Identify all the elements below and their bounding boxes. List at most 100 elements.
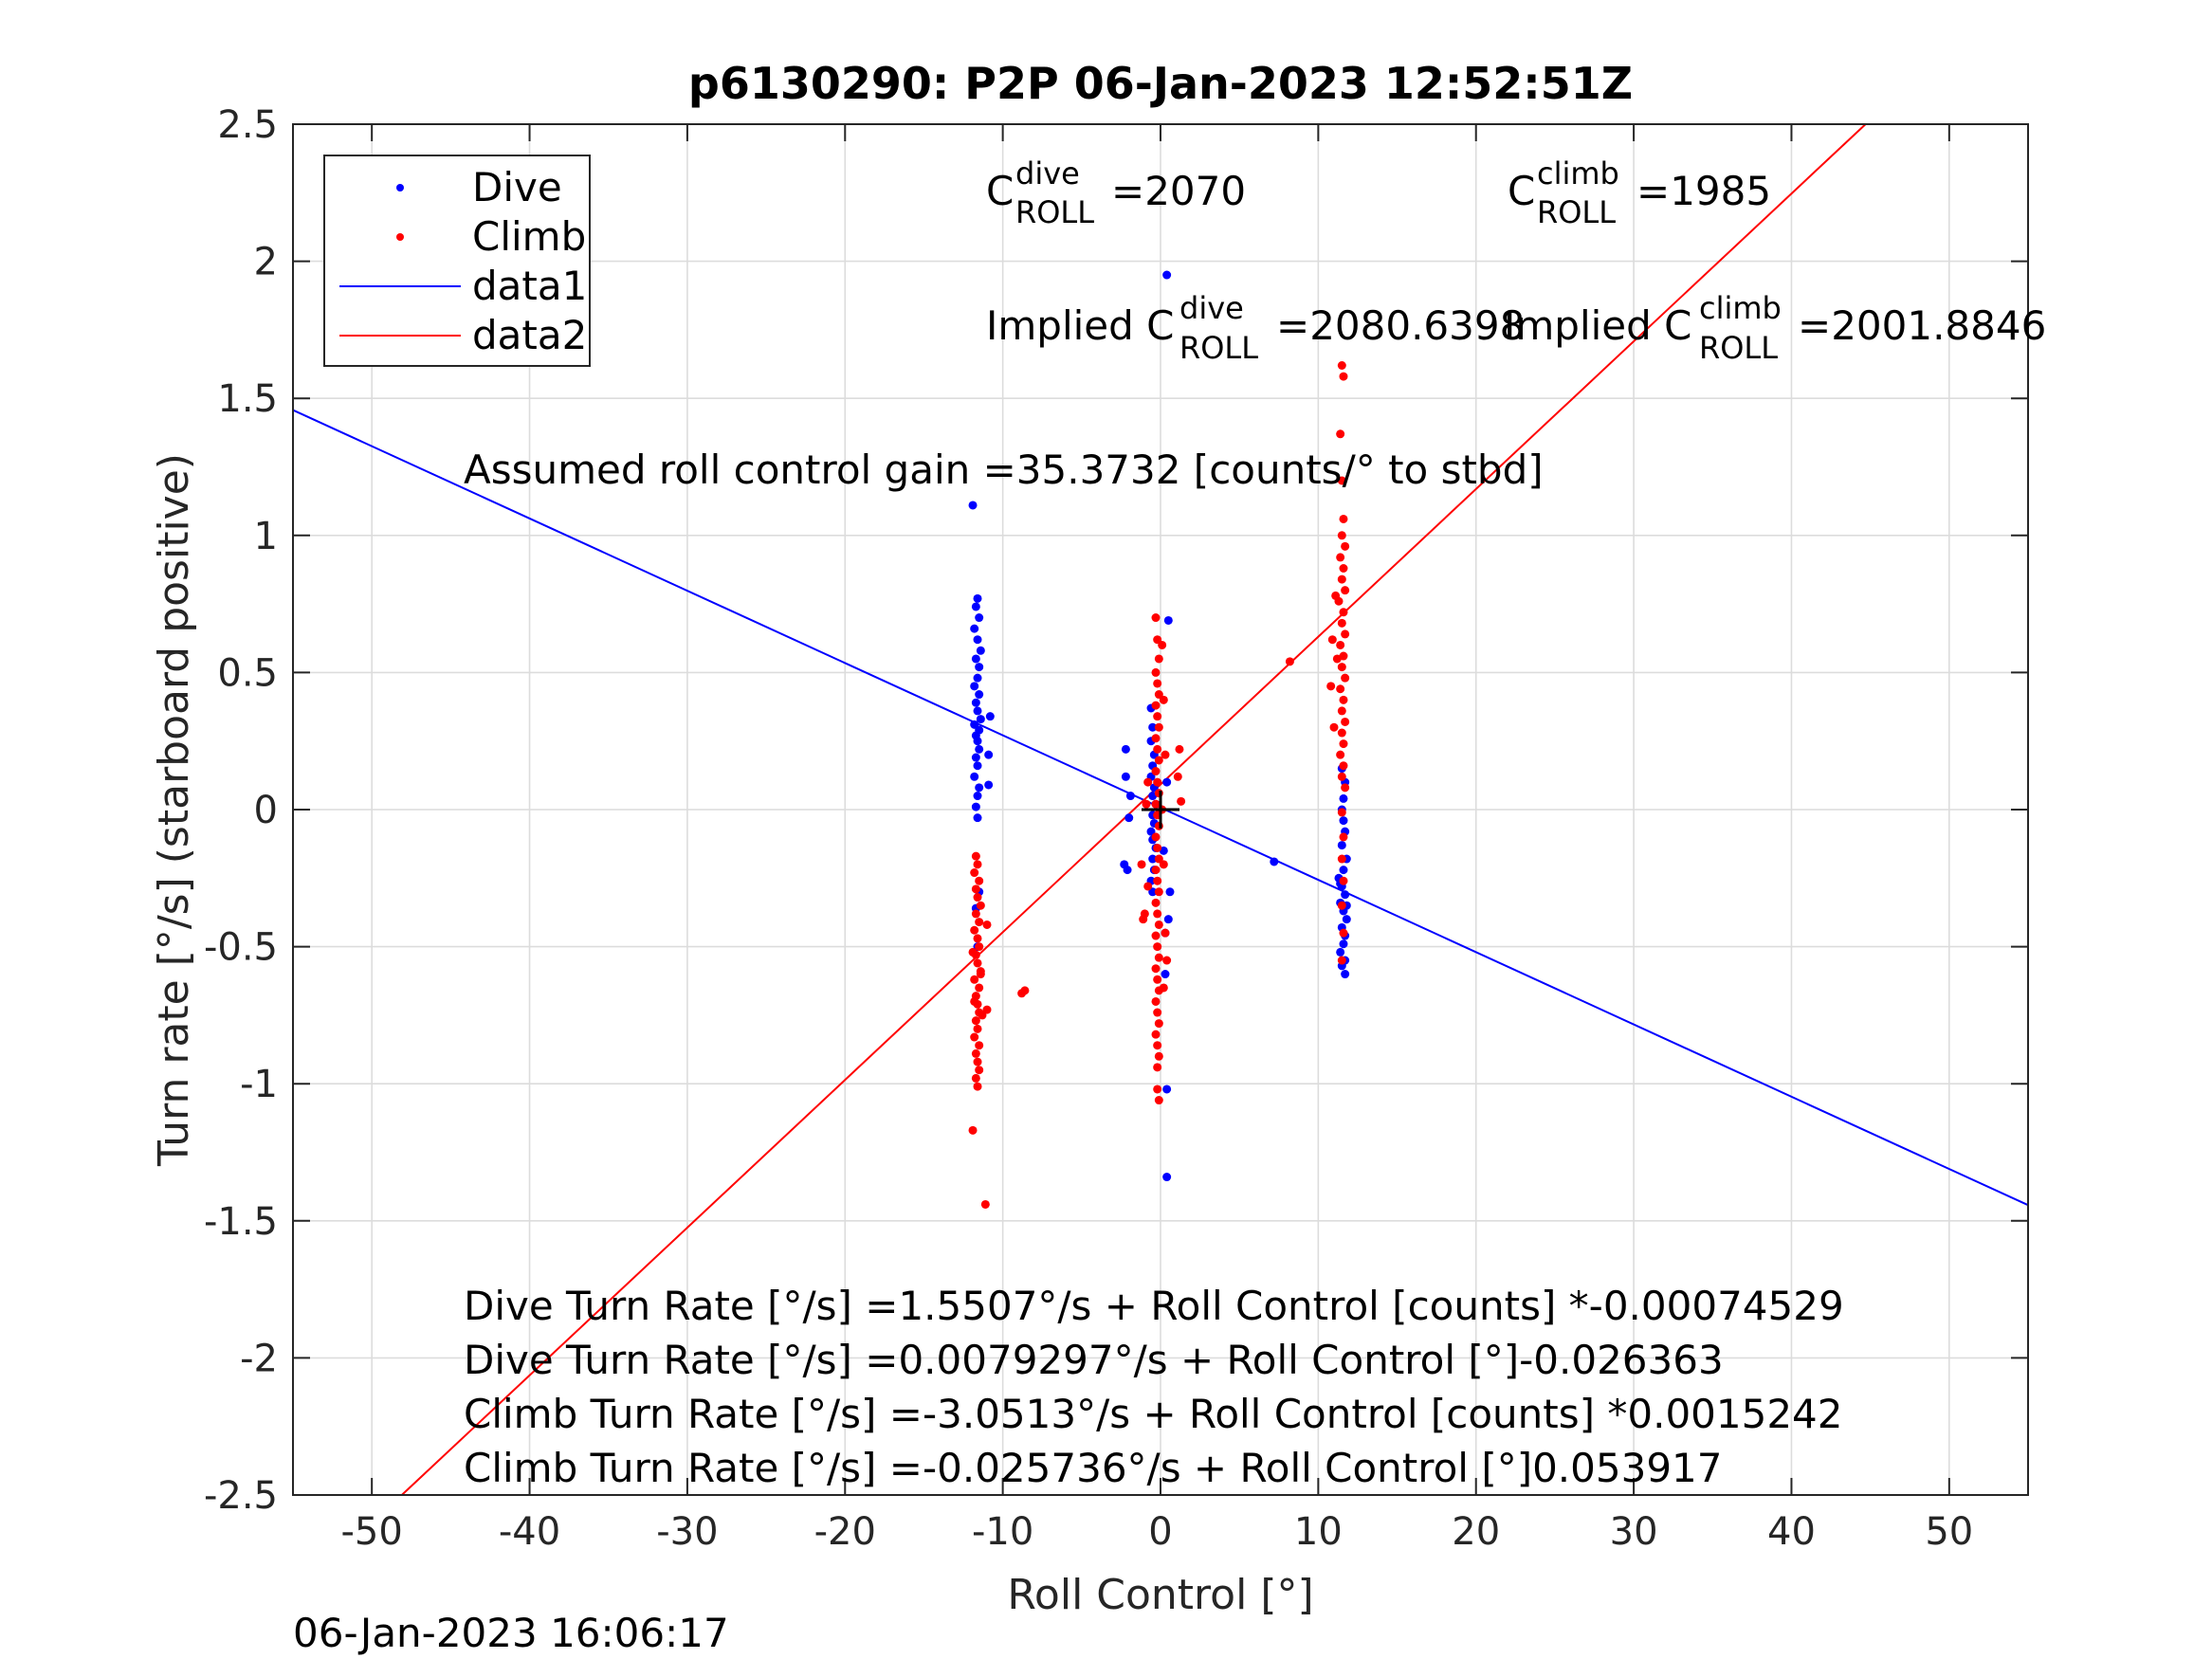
- svg-text:C: C: [1508, 168, 1535, 214]
- point-climb: [1151, 996, 1161, 1006]
- point-climb: [1153, 777, 1162, 787]
- point-climb: [1143, 777, 1153, 787]
- point-dive: [1162, 270, 1172, 280]
- point-climb: [1341, 586, 1350, 595]
- point-climb: [1336, 750, 1345, 759]
- point-climb: [1332, 654, 1342, 664]
- point-climb: [1159, 983, 1168, 993]
- point-dive: [1162, 1085, 1172, 1094]
- point-climb: [1337, 574, 1346, 584]
- point-climb: [982, 920, 992, 929]
- point-climb: [1337, 706, 1346, 716]
- point-climb: [970, 1032, 979, 1042]
- point-dive: [975, 613, 984, 623]
- point-dive: [973, 761, 982, 771]
- point-climb: [1337, 476, 1346, 485]
- point-climb: [1154, 756, 1163, 765]
- point-dive: [1337, 841, 1346, 850]
- point-dive: [970, 682, 979, 691]
- point-dive: [1124, 813, 1134, 823]
- point-climb: [973, 1057, 982, 1066]
- point-climb: [1153, 909, 1162, 919]
- point-climb: [1020, 986, 1030, 995]
- centroid-marker: [1142, 791, 1179, 829]
- point-dive: [1339, 866, 1348, 875]
- point-climb: [1151, 832, 1161, 842]
- point-climb: [1151, 866, 1161, 875]
- legend-dive-marker: [396, 184, 404, 191]
- point-climb: [968, 947, 978, 957]
- point-dive: [976, 715, 985, 724]
- svg-text:ROLL: ROLL: [1537, 194, 1616, 230]
- point-climb: [1153, 1008, 1162, 1017]
- point-climb: [1153, 1085, 1162, 1094]
- point-dive: [1121, 772, 1130, 781]
- y-tick-label: -0.5: [204, 926, 278, 970]
- point-climb: [1339, 739, 1348, 749]
- point-climb: [1154, 953, 1163, 962]
- legend-data2-label: data2: [472, 312, 587, 358]
- point-dive: [1121, 744, 1130, 754]
- point-climb: [1158, 640, 1167, 649]
- point-dive: [973, 706, 982, 716]
- point-dive: [1339, 793, 1348, 803]
- y-tick-label: 2: [254, 241, 278, 284]
- point-climb: [975, 1066, 984, 1075]
- point-climb: [1153, 1041, 1162, 1050]
- point-climb: [1336, 640, 1345, 649]
- point-climb: [971, 1048, 980, 1058]
- point-climb: [1151, 1030, 1161, 1039]
- point-climb: [973, 958, 982, 968]
- point-climb: [1153, 975, 1162, 984]
- y-tick-label: 2.5: [217, 103, 278, 147]
- point-dive: [1163, 915, 1173, 924]
- point-dive: [1341, 890, 1350, 900]
- point-climb: [976, 901, 985, 910]
- point-climb: [1153, 876, 1162, 885]
- point-climb: [970, 868, 979, 878]
- point-climb: [1339, 514, 1348, 523]
- point-dive: [971, 802, 980, 811]
- point-dive: [973, 635, 982, 645]
- point-dive: [1165, 887, 1175, 897]
- point-dive: [975, 690, 984, 700]
- point-dive: [1339, 816, 1348, 826]
- point-climb: [1154, 887, 1163, 897]
- fit-line-dive-counts: Dive Turn Rate [°/s] =1.5507°/s + Roll C…: [464, 1283, 1844, 1329]
- point-dive: [1336, 947, 1345, 957]
- point-climb: [975, 918, 984, 927]
- point-dive: [985, 712, 995, 721]
- point-climb: [1341, 717, 1350, 726]
- point-climb: [1151, 964, 1161, 974]
- point-climb: [1329, 722, 1339, 732]
- point-climb: [1337, 772, 1346, 781]
- timestamp: 06-Jan-2023 16:06:17: [293, 1610, 729, 1656]
- y-tick-label: -2: [240, 1337, 278, 1380]
- point-dive: [1339, 939, 1348, 949]
- point-dive: [975, 783, 984, 793]
- point-climb: [1162, 956, 1172, 965]
- point-climb: [1337, 956, 1346, 965]
- point-climb: [1153, 679, 1162, 688]
- fit-line-climb-degrees: Climb Turn Rate [°/s] =-0.025736°/s + Ro…: [464, 1445, 1723, 1491]
- point-climb: [1153, 744, 1162, 754]
- point-climb: [975, 1041, 984, 1050]
- point-climb: [1177, 796, 1186, 806]
- point-climb: [1137, 860, 1146, 869]
- point-climb: [1151, 667, 1161, 677]
- c-climb-annotation: C climb ROLL =1985: [1508, 155, 1771, 230]
- point-climb: [1339, 928, 1348, 938]
- point-climb: [1339, 832, 1348, 842]
- point-climb: [1154, 1096, 1163, 1105]
- point-climb: [1339, 608, 1348, 617]
- point-climb: [1336, 429, 1345, 439]
- y-tick-label: -1: [240, 1063, 278, 1106]
- point-climb: [1142, 799, 1151, 809]
- gain-annotation: Assumed roll control gain =35.3732 [coun…: [464, 447, 1544, 493]
- svg-text:climb: climb: [1699, 290, 1782, 326]
- point-climb: [1161, 750, 1170, 759]
- point-dive: [973, 813, 982, 823]
- svg-text:dive: dive: [1015, 155, 1080, 191]
- point-climb: [1341, 783, 1350, 793]
- point-climb: [976, 970, 985, 979]
